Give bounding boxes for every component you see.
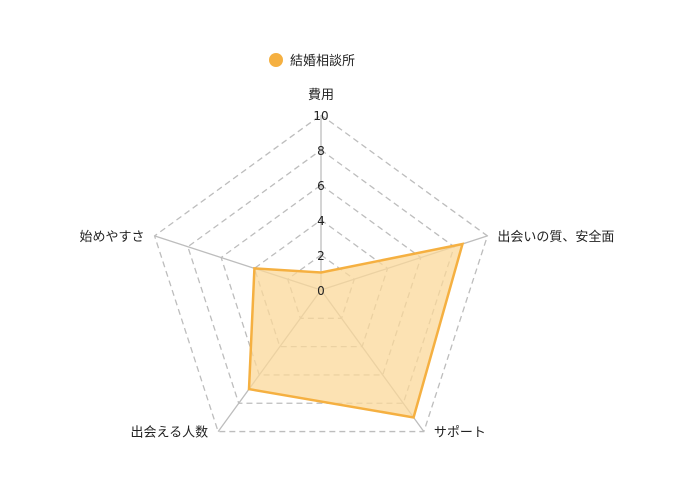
tick-label: 4 [317, 214, 325, 228]
legend: 結婚相談所 [269, 53, 355, 69]
axis-label: 費用 [308, 88, 334, 103]
grid-ring [220, 184, 422, 376]
axis-label: 出会いの質、安全面 [497, 229, 614, 245]
axis-label: サポート [434, 426, 486, 441]
radial-tick-labels: 0 2 4 6 8 10 [313, 109, 328, 298]
legend-marker [269, 53, 283, 67]
grid-ring [187, 149, 455, 404]
grid-ring [153, 114, 489, 433]
tick-label: 10 [313, 109, 328, 123]
axis-label: 出会える人数 [131, 426, 209, 441]
tick-label: 8 [317, 144, 325, 158]
legend-label: 結婚相談所 [290, 53, 355, 69]
tick-label: 6 [317, 179, 325, 193]
radar-series-layer [247, 242, 465, 419]
tick-label: 0 [317, 284, 325, 298]
series-area [247, 242, 465, 419]
axis-label: 始めやすさ [80, 230, 145, 245]
tick-label: 2 [317, 249, 325, 263]
